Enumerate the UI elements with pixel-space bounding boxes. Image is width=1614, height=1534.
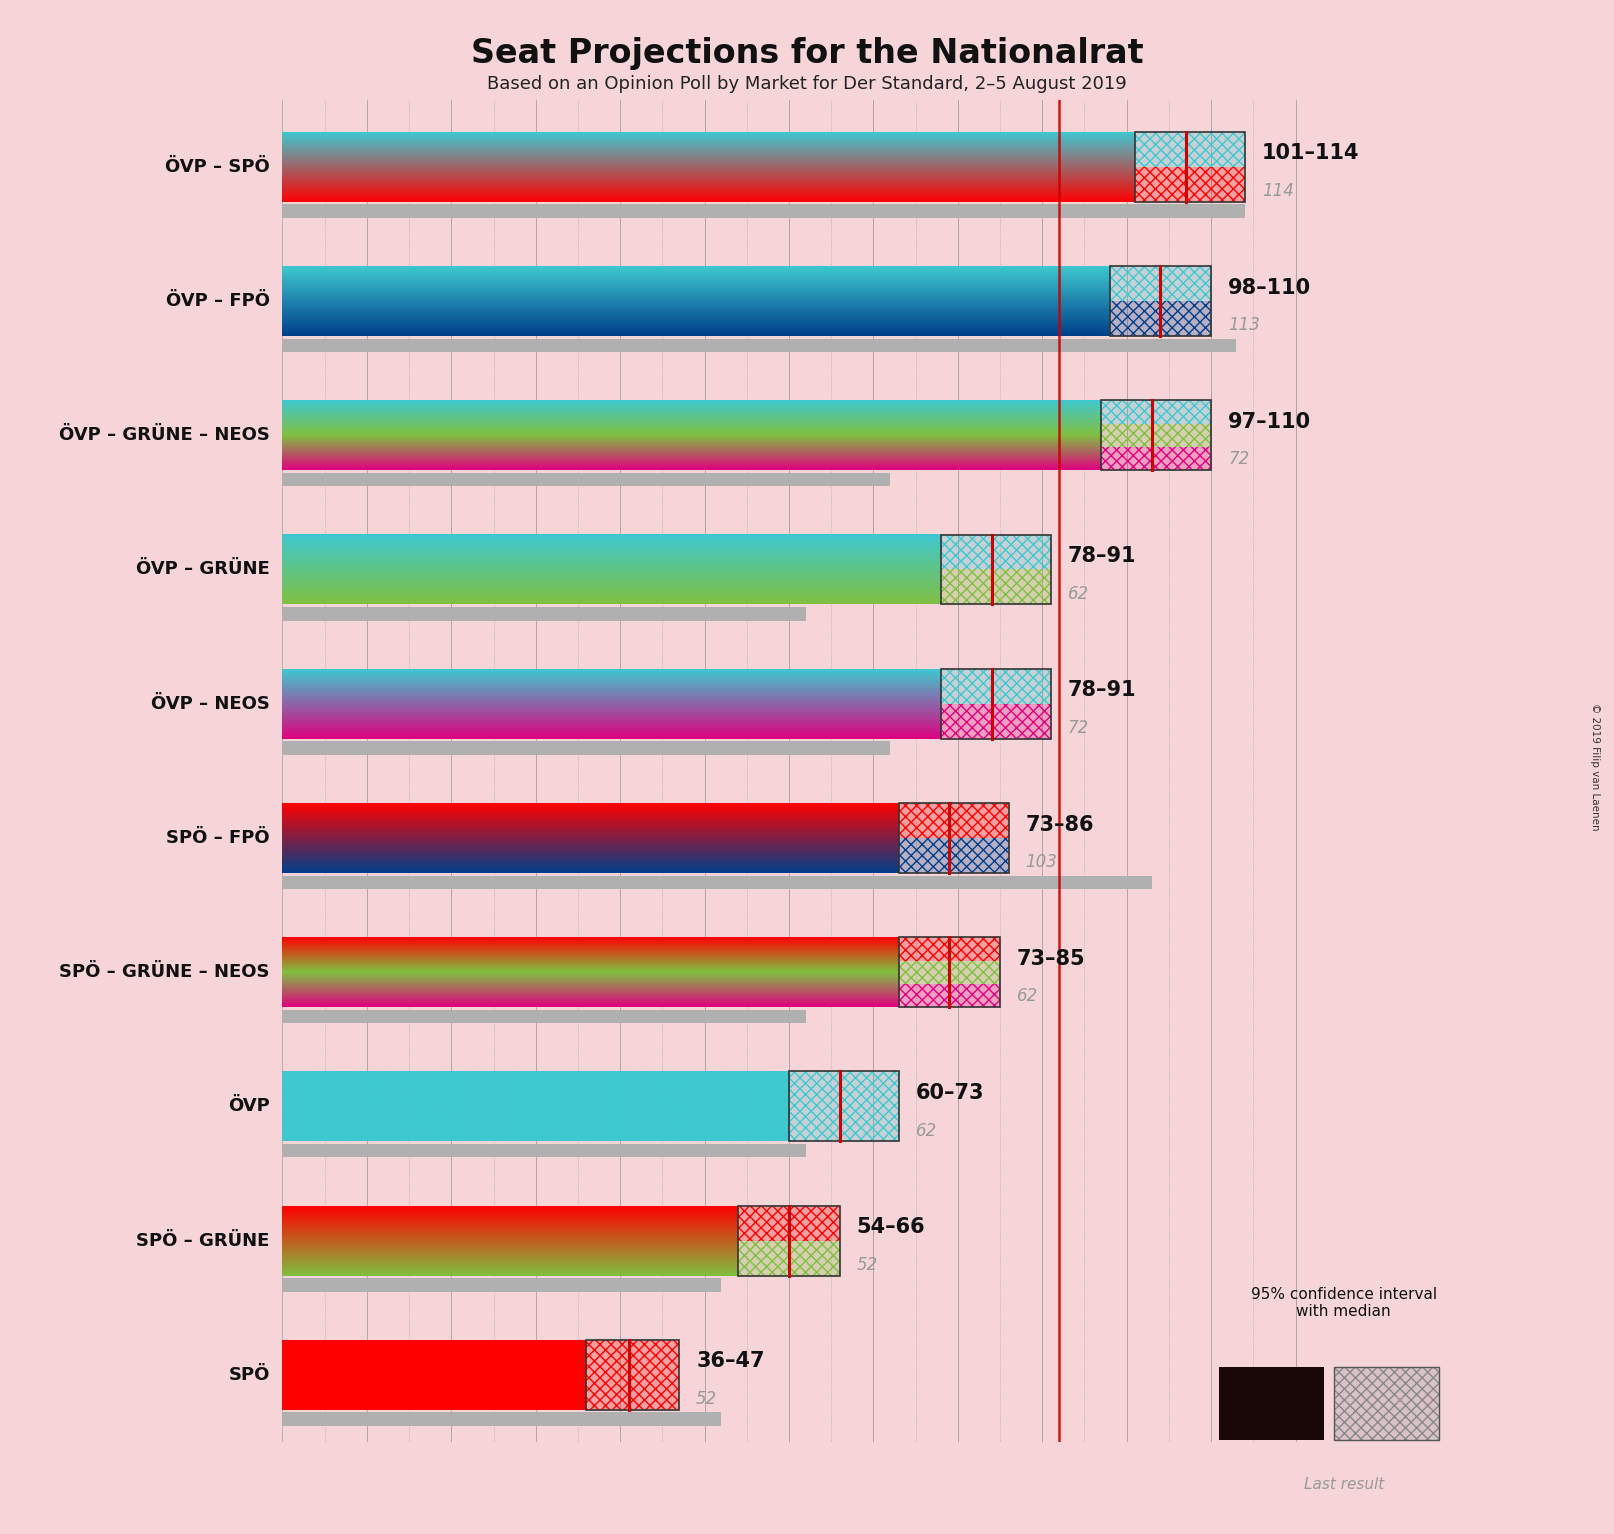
Bar <box>1110 265 1210 301</box>
Bar <box>941 669 1051 704</box>
Bar <box>789 1071 899 1141</box>
Text: ÖVP – FPÖ: ÖVP – FPÖ <box>166 291 270 310</box>
Bar <box>899 937 1001 960</box>
Text: 97–110: 97–110 <box>1228 411 1311 433</box>
Text: 60–73: 60–73 <box>915 1083 985 1103</box>
Bar <box>1135 167 1244 201</box>
Bar <box>789 1071 899 1141</box>
Bar <box>941 669 1051 704</box>
Bar <box>899 802 1009 873</box>
Text: 52: 52 <box>696 1390 717 1408</box>
Text: 114: 114 <box>1262 183 1294 199</box>
Bar <box>1135 132 1244 201</box>
Text: 54–66: 54–66 <box>857 1216 925 1238</box>
Bar <box>1110 301 1210 336</box>
Text: SPÖ: SPÖ <box>229 1365 270 1384</box>
Bar <box>282 741 891 755</box>
Bar <box>1101 400 1210 423</box>
Bar <box>282 339 1236 351</box>
Bar <box>1101 423 1210 446</box>
Bar <box>282 876 1152 888</box>
Text: ÖVP – GRÜNE – NEOS: ÖVP – GRÜNE – NEOS <box>60 426 270 445</box>
Bar <box>899 838 1009 873</box>
Text: 72: 72 <box>1228 451 1249 468</box>
Bar <box>899 802 1009 838</box>
Bar <box>1101 446 1210 469</box>
Bar <box>941 704 1051 738</box>
Bar <box>1135 132 1244 167</box>
Bar <box>586 1341 679 1410</box>
Bar <box>738 1206 839 1241</box>
Bar <box>738 1241 839 1275</box>
Text: 103: 103 <box>1025 853 1057 871</box>
Bar <box>586 1341 679 1410</box>
Bar <box>1219 1367 1323 1440</box>
Bar <box>941 534 1051 604</box>
Bar <box>899 983 1001 1006</box>
Bar <box>1333 1367 1438 1440</box>
Bar <box>282 472 891 486</box>
Bar <box>941 569 1051 604</box>
Text: 52: 52 <box>857 1256 878 1273</box>
Text: Last result: Last result <box>1304 1477 1383 1493</box>
Text: SPÖ – GRÜNE – NEOS: SPÖ – GRÜNE – NEOS <box>60 963 270 982</box>
Text: ÖVP – SPÖ: ÖVP – SPÖ <box>165 158 270 176</box>
Bar <box>738 1241 839 1275</box>
Bar <box>1333 1367 1438 1440</box>
Bar <box>899 937 1001 1006</box>
Text: 78–91: 78–91 <box>1067 680 1136 701</box>
Text: © 2019 Filip van Laenen: © 2019 Filip van Laenen <box>1590 703 1599 831</box>
Bar <box>941 534 1051 569</box>
Text: ÖVP – NEOS: ÖVP – NEOS <box>152 695 270 713</box>
Text: 73–85: 73–85 <box>1017 948 1086 969</box>
Text: 62: 62 <box>1017 988 1038 1005</box>
Text: SPÖ – GRÜNE: SPÖ – GRÜNE <box>137 1232 270 1250</box>
Text: 95% confidence interval
with median: 95% confidence interval with median <box>1251 1287 1436 1319</box>
Bar <box>1110 265 1210 301</box>
Text: 62: 62 <box>1067 584 1089 603</box>
Bar <box>941 569 1051 604</box>
Bar <box>941 669 1051 738</box>
Bar <box>1101 423 1210 446</box>
Bar <box>1135 167 1244 201</box>
Text: 98–110: 98–110 <box>1228 278 1311 298</box>
Text: Based on an Opinion Poll by Market for Der Standard, 2–5 August 2019: Based on an Opinion Poll by Market for D… <box>487 75 1127 94</box>
Text: 62: 62 <box>915 1121 936 1140</box>
Text: SPÖ – FPÖ: SPÖ – FPÖ <box>166 828 270 847</box>
Text: ÖVP: ÖVP <box>228 1097 270 1115</box>
Bar <box>941 534 1051 569</box>
Bar <box>899 802 1009 838</box>
Bar <box>899 937 1001 960</box>
Text: 78–91: 78–91 <box>1067 546 1136 566</box>
Bar <box>941 704 1051 738</box>
Bar <box>738 1206 839 1241</box>
Bar <box>899 838 1009 873</box>
Text: 72: 72 <box>1067 719 1089 736</box>
Bar <box>899 960 1001 983</box>
Bar <box>1101 400 1210 469</box>
Bar <box>899 983 1001 1006</box>
Bar <box>1101 446 1210 469</box>
Bar <box>1333 1367 1438 1440</box>
Bar <box>899 960 1001 983</box>
Text: 73–86: 73–86 <box>1025 815 1094 834</box>
Bar <box>1135 132 1244 167</box>
Text: 101–114: 101–114 <box>1262 143 1359 164</box>
Text: 113: 113 <box>1228 316 1261 334</box>
Bar <box>1110 265 1210 336</box>
Text: ÖVP – GRÜNE: ÖVP – GRÜNE <box>136 560 270 578</box>
Bar <box>282 1278 721 1292</box>
Bar <box>738 1206 839 1275</box>
Text: Seat Projections for the Nationalrat: Seat Projections for the Nationalrat <box>471 37 1143 71</box>
Bar <box>282 1144 805 1157</box>
Bar <box>789 1071 899 1141</box>
Bar <box>282 1413 721 1425</box>
Bar <box>282 607 805 620</box>
Bar <box>282 204 1244 218</box>
Bar <box>1110 301 1210 336</box>
Bar <box>586 1341 679 1410</box>
Bar <box>282 1009 805 1023</box>
Bar <box>1101 400 1210 423</box>
Text: 36–47: 36–47 <box>696 1351 765 1371</box>
